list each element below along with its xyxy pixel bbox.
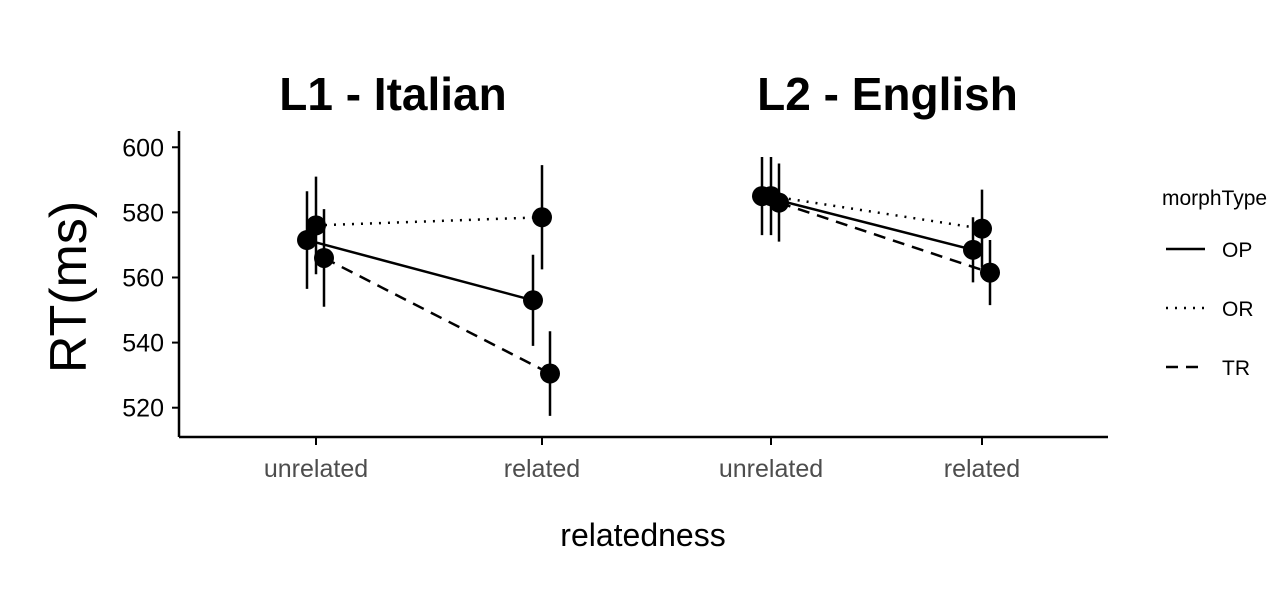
y-tick-label: 560	[122, 264, 164, 292]
data-point-op	[523, 290, 543, 311]
series-line-tr	[323, 256, 551, 375]
data-point-op	[297, 230, 317, 251]
y-tick-label: 520	[122, 395, 164, 423]
y-tick-label: 540	[122, 330, 164, 358]
series-line-op	[761, 194, 974, 252]
data-point-tr	[314, 247, 334, 268]
data-point-or	[972, 218, 992, 239]
data-point-op	[963, 239, 983, 260]
data-point-tr	[769, 192, 789, 213]
series-line-or	[770, 194, 983, 230]
x-tick-label: unrelated	[264, 455, 368, 483]
series-line-op	[306, 238, 534, 302]
legend-label-op: OP	[1222, 239, 1252, 262]
legend-label-tr: TR	[1222, 357, 1250, 380]
y-tick-label: 600	[122, 134, 164, 162]
panel-title: L1 - Italian	[279, 68, 506, 120]
y-axis-label: RT(ms)	[40, 201, 98, 373]
axes-layer: RT(ms) relatedness 520 540 560 580 600	[40, 131, 1108, 553]
panel-1: L1 - Italian unrelated related	[264, 68, 580, 483]
series-line-tr	[778, 201, 991, 274]
series-line-or	[315, 216, 543, 227]
legend-label-or: OR	[1222, 298, 1254, 321]
legend-title: morphType	[1162, 187, 1267, 210]
legend: morphType OP OR TR	[1162, 187, 1267, 380]
x-tick-label: unrelated	[719, 455, 823, 483]
x-tick-label: related	[504, 455, 580, 483]
panel-title: L2 - English	[757, 68, 1018, 120]
data-point-or	[306, 215, 326, 236]
x-tick-label: related	[944, 455, 1020, 483]
panel-2: L2 - English unrelated related	[719, 68, 1020, 483]
x-axis-label: relatedness	[560, 517, 725, 553]
data-point-tr	[980, 262, 1000, 283]
data-point-or	[532, 207, 552, 228]
y-tick-label: 580	[122, 199, 164, 227]
data-point-tr	[540, 363, 560, 384]
